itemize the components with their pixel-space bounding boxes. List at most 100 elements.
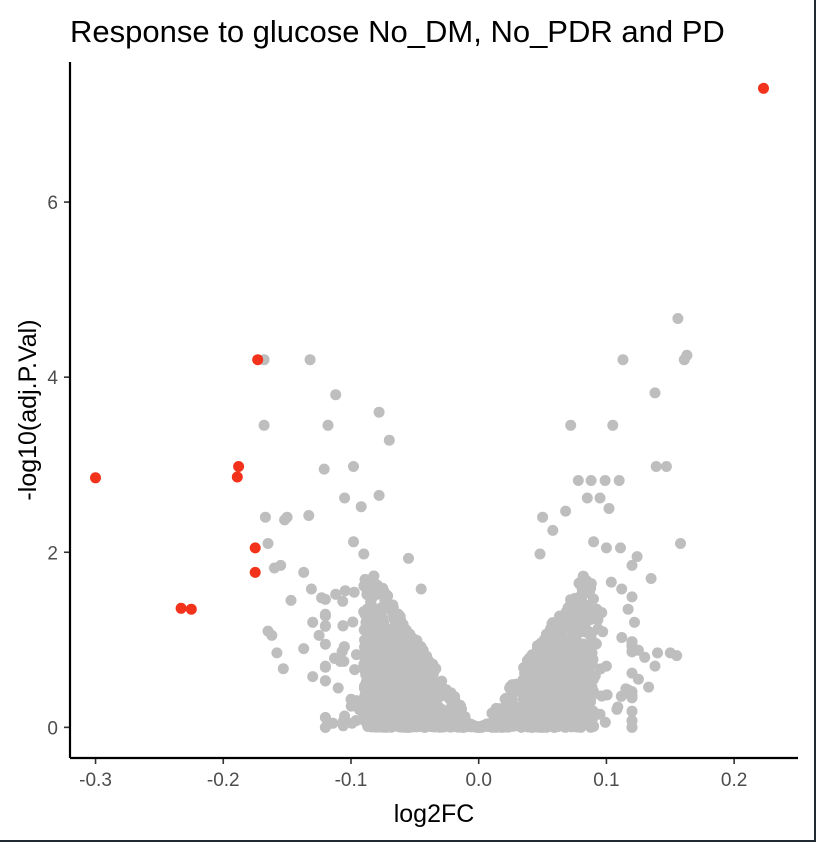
gene-point-not-significant: [339, 492, 351, 504]
gene-point-not-significant: [379, 588, 391, 600]
gene-point-not-significant: [600, 660, 612, 672]
gene-point-not-significant: [567, 617, 579, 629]
gene-point-not-significant: [581, 492, 593, 504]
gene-point-not-significant: [518, 720, 530, 732]
gene-point-not-significant: [414, 660, 426, 672]
gene-point-not-significant: [671, 650, 683, 662]
gene-point-not-significant: [371, 713, 382, 725]
gene-point-not-significant: [298, 643, 310, 655]
gene-point-not-significant: [319, 675, 331, 687]
gene-point-not-significant: [580, 610, 592, 621]
gene-point-not-significant: [480, 719, 492, 730]
gene-point-significant: [249, 566, 261, 578]
y-tick-label: 0: [47, 718, 58, 739]
gene-point-significant: [252, 354, 264, 366]
gene-point-not-significant: [369, 578, 381, 590]
gene-point-not-significant: [334, 655, 346, 667]
data-points: [90, 82, 769, 733]
gene-point-not-significant: [601, 689, 613, 701]
gene-point-not-significant: [362, 683, 374, 695]
gene-point-not-significant: [360, 651, 372, 663]
gene-point-not-significant: [427, 713, 439, 725]
gene-point-not-significant: [578, 716, 590, 728]
gene-point-not-significant: [339, 710, 351, 722]
gene-point-significant: [231, 471, 243, 483]
gene-point-not-significant: [396, 641, 408, 653]
gene-point-not-significant: [675, 538, 686, 549]
gene-point-not-significant: [650, 461, 662, 472]
gene-point-not-significant: [350, 715, 362, 727]
gene-point-not-significant: [319, 620, 331, 632]
gene-point-not-significant: [442, 686, 453, 698]
gene-point-not-significant: [632, 644, 644, 656]
gene-point-not-significant: [567, 636, 579, 648]
gene-point-not-significant: [605, 576, 617, 588]
y-tick-label: 2: [47, 543, 58, 564]
gene-point-not-significant: [583, 587, 595, 599]
gene-point-not-significant: [437, 717, 449, 729]
gene-point-not-significant: [540, 677, 552, 689]
gene-point-not-significant: [415, 683, 427, 695]
gene-point-not-significant: [348, 536, 359, 548]
gene-point-not-significant: [652, 647, 663, 659]
gene-point-not-significant: [316, 592, 328, 604]
gene-point-not-significant: [594, 492, 606, 504]
gene-point-not-significant: [678, 354, 690, 366]
gene-point-not-significant: [403, 552, 414, 564]
gene-point-not-significant: [379, 712, 391, 724]
gene-point-not-significant: [649, 660, 661, 672]
gene-point-not-significant: [303, 510, 315, 521]
gene-point-not-significant: [616, 583, 628, 595]
gene-point-not-significant: [258, 419, 270, 431]
gene-point-not-significant: [611, 703, 623, 715]
gene-point-not-significant: [368, 638, 380, 650]
gene-point-not-significant: [389, 657, 400, 669]
gene-point-not-significant: [386, 719, 398, 731]
y-axis-title: -log10(adj.P.Val): [14, 319, 42, 500]
chart-title: Response to glucose No_DM, No_PDR and PD: [70, 14, 725, 49]
gene-point-not-significant: [599, 475, 611, 486]
gene-point-not-significant: [660, 461, 672, 472]
gene-point-not-significant: [285, 594, 297, 606]
gene-point-significant: [175, 602, 187, 614]
gene-point-not-significant: [585, 475, 597, 486]
gene-point-significant: [758, 82, 769, 94]
gene-point-not-significant: [360, 619, 372, 631]
gene-point-not-significant: [305, 583, 317, 595]
gene-point-not-significant: [616, 632, 628, 643]
x-axis-ticks: -0.3 -0.2 -0.1 0.0 0.1 0.2: [79, 758, 747, 791]
gene-point-not-significant: [626, 690, 638, 702]
gene-point-not-significant: [564, 719, 576, 731]
gene-point-not-significant: [318, 463, 330, 475]
gene-point-not-significant: [549, 711, 561, 723]
x-axis-title: log2FC: [394, 800, 475, 828]
gene-point-not-significant: [506, 679, 518, 691]
gene-point-not-significant: [337, 595, 349, 607]
gene-point-not-significant: [365, 596, 377, 608]
gene-point-not-significant: [573, 696, 585, 708]
gene-point-not-significant: [313, 629, 325, 641]
gene-point-not-significant: [547, 524, 559, 536]
gene-point-not-significant: [319, 712, 331, 723]
gene-point-not-significant: [584, 650, 596, 662]
gene-point-not-significant: [304, 354, 316, 366]
gene-point-not-significant: [568, 685, 580, 697]
gene-point-not-significant: [355, 501, 367, 513]
gene-point-not-significant: [527, 652, 539, 664]
gene-point-not-significant: [626, 591, 638, 603]
gene-point-significant: [90, 472, 101, 484]
gene-point-not-significant: [560, 606, 572, 618]
gene-point-not-significant: [615, 542, 626, 554]
gene-point-not-significant: [543, 629, 555, 641]
gene-point-not-significant: [396, 619, 408, 631]
gene-point-not-significant: [509, 710, 521, 722]
gene-point-not-significant: [345, 693, 357, 705]
gene-point-not-significant: [359, 701, 371, 713]
gene-point-not-significant: [508, 720, 519, 732]
gene-point-not-significant: [594, 708, 606, 720]
gene-point-not-significant: [391, 684, 403, 696]
gene-point-not-significant: [649, 387, 661, 399]
gene-point-not-significant: [626, 715, 638, 727]
gene-point-not-significant: [307, 616, 319, 628]
gene-point-not-significant: [307, 671, 319, 683]
